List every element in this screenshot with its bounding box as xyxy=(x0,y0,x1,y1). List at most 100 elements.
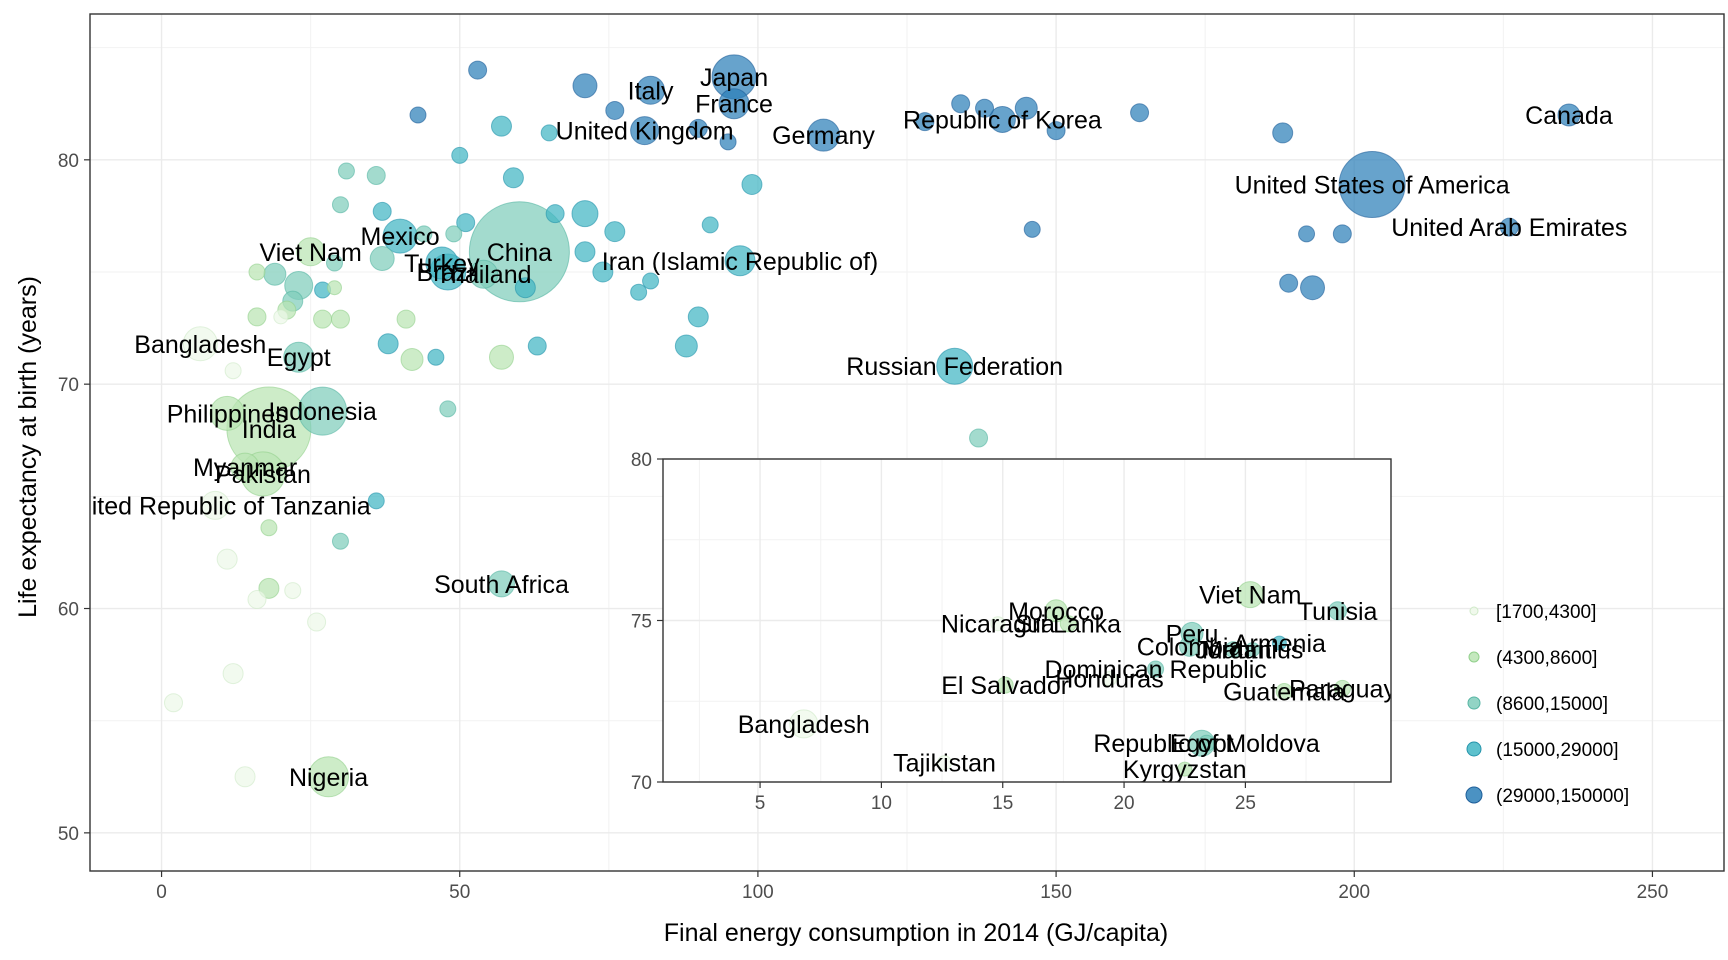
main-data-point xyxy=(326,254,344,272)
main-data-point xyxy=(1046,121,1066,141)
main-data-point xyxy=(396,309,416,329)
main-data-point xyxy=(439,400,457,418)
main-data-point xyxy=(248,263,266,281)
color-legend: [1700,4300] (4300,8600] (8600,15000] (15000… xyxy=(1465,602,1629,807)
main-data-point xyxy=(469,259,499,289)
main-border xyxy=(89,13,1725,872)
main-data-point xyxy=(369,246,395,272)
main-data-point xyxy=(296,237,326,267)
inset-data-point xyxy=(1147,660,1165,678)
main-point-label: Indonesia xyxy=(268,398,377,426)
inset-data-point xyxy=(1245,642,1261,658)
main-data-point xyxy=(1332,224,1352,244)
inset-data-point xyxy=(990,616,1006,632)
main-point-label: Myanmar xyxy=(193,454,297,482)
main-point-label: Bangladesh xyxy=(134,331,266,359)
main-data-point xyxy=(445,225,463,243)
inset-point-label: Nicaragua xyxy=(941,611,1055,639)
inset-x-tick-label: 10 xyxy=(871,793,892,814)
main-data-point xyxy=(1298,225,1316,243)
main-x-tick-label: 250 xyxy=(1637,882,1669,903)
main-data-point xyxy=(224,362,242,380)
main-data-point xyxy=(1014,96,1038,120)
inset-data-point xyxy=(1328,601,1348,621)
main-y-tick-label: 70 xyxy=(58,375,79,396)
main-data-point xyxy=(400,347,424,371)
main-data-point xyxy=(284,582,302,600)
main-data-point xyxy=(331,196,349,214)
inset-y-tick-label: 80 xyxy=(631,450,652,471)
inset-x-tick-label: 15 xyxy=(992,793,1013,814)
inset-data-point xyxy=(1179,635,1201,657)
legend-swatch xyxy=(1469,606,1479,616)
main-point-label: India xyxy=(242,416,296,444)
main-point-label: Mexico xyxy=(361,223,440,251)
legend-swatch xyxy=(1467,696,1481,710)
main-x-tick-label: 200 xyxy=(1338,882,1370,903)
main-data-point xyxy=(182,326,218,362)
main-point-label: United Kingdom xyxy=(556,118,734,146)
main-point-label: Philippines xyxy=(167,400,288,428)
main-data-point xyxy=(988,105,1016,133)
main-data-point xyxy=(313,309,333,329)
main-point-label: South Africa xyxy=(434,571,569,599)
main-data-point xyxy=(545,204,565,224)
main-data-point xyxy=(409,106,427,124)
main-data-point xyxy=(951,94,971,114)
main-data-point xyxy=(719,133,737,151)
inset-point-label: Honduras xyxy=(1055,666,1163,694)
main-data-point xyxy=(502,167,524,189)
main-point-label: Viet Nam xyxy=(259,239,361,267)
main-data-point xyxy=(331,532,349,550)
inset-point-label: Bangladesh xyxy=(738,711,870,739)
main-data-point xyxy=(724,245,756,277)
main-point-label: Iran (Islamic Republic of) xyxy=(602,248,878,276)
inset-data-point xyxy=(1177,761,1193,777)
main-data-point xyxy=(807,118,841,152)
main-data-point xyxy=(1023,220,1041,238)
main-x-tick-label: 0 xyxy=(156,882,167,903)
main-data-point xyxy=(574,241,596,263)
main-data-point xyxy=(200,490,230,520)
main-data-point xyxy=(377,333,399,355)
main-data-point xyxy=(230,452,260,482)
main-data-point xyxy=(605,100,625,120)
main-data-point xyxy=(298,386,348,436)
main-y-tick-label: 80 xyxy=(58,151,79,172)
inset-point-label: Colombia xyxy=(1137,633,1243,661)
inset-data-point xyxy=(936,755,952,771)
main-data-point xyxy=(468,60,488,80)
legend-label: (8600,15000] xyxy=(1496,694,1608,715)
main-x-tick-label: 100 xyxy=(742,882,774,903)
main-point-label: France xyxy=(695,91,773,119)
main-data-point xyxy=(337,162,355,180)
inset-data-point xyxy=(1059,615,1077,633)
legend-swatch xyxy=(1468,651,1480,663)
inset-data-point xyxy=(1224,641,1242,659)
main-data-point xyxy=(674,334,698,358)
inset-point-label: Jordan xyxy=(1195,637,1271,665)
main-data-point xyxy=(571,200,599,228)
main-data-point xyxy=(427,348,445,366)
main-data-point xyxy=(915,112,935,132)
main-data-point xyxy=(718,88,750,120)
main-data-point xyxy=(490,115,512,137)
legend-swatch xyxy=(1466,741,1482,757)
main-data-point xyxy=(540,124,558,142)
inset-point-label: Viet Nam xyxy=(1199,582,1301,610)
main-point-label: Nigeria xyxy=(289,764,368,792)
main-data-point xyxy=(630,283,648,301)
inset-data-point xyxy=(1198,734,1216,752)
main-data-point xyxy=(488,344,514,370)
main-data-point xyxy=(687,306,709,328)
main-data-point xyxy=(415,225,433,243)
main-y-tick-label: 60 xyxy=(58,600,79,621)
main-point-label: China xyxy=(487,239,552,267)
main-data-point xyxy=(741,174,763,196)
main-y-tick-label: 50 xyxy=(58,824,79,845)
main-point-label: Italy xyxy=(628,77,674,105)
main-data-point xyxy=(969,428,989,448)
